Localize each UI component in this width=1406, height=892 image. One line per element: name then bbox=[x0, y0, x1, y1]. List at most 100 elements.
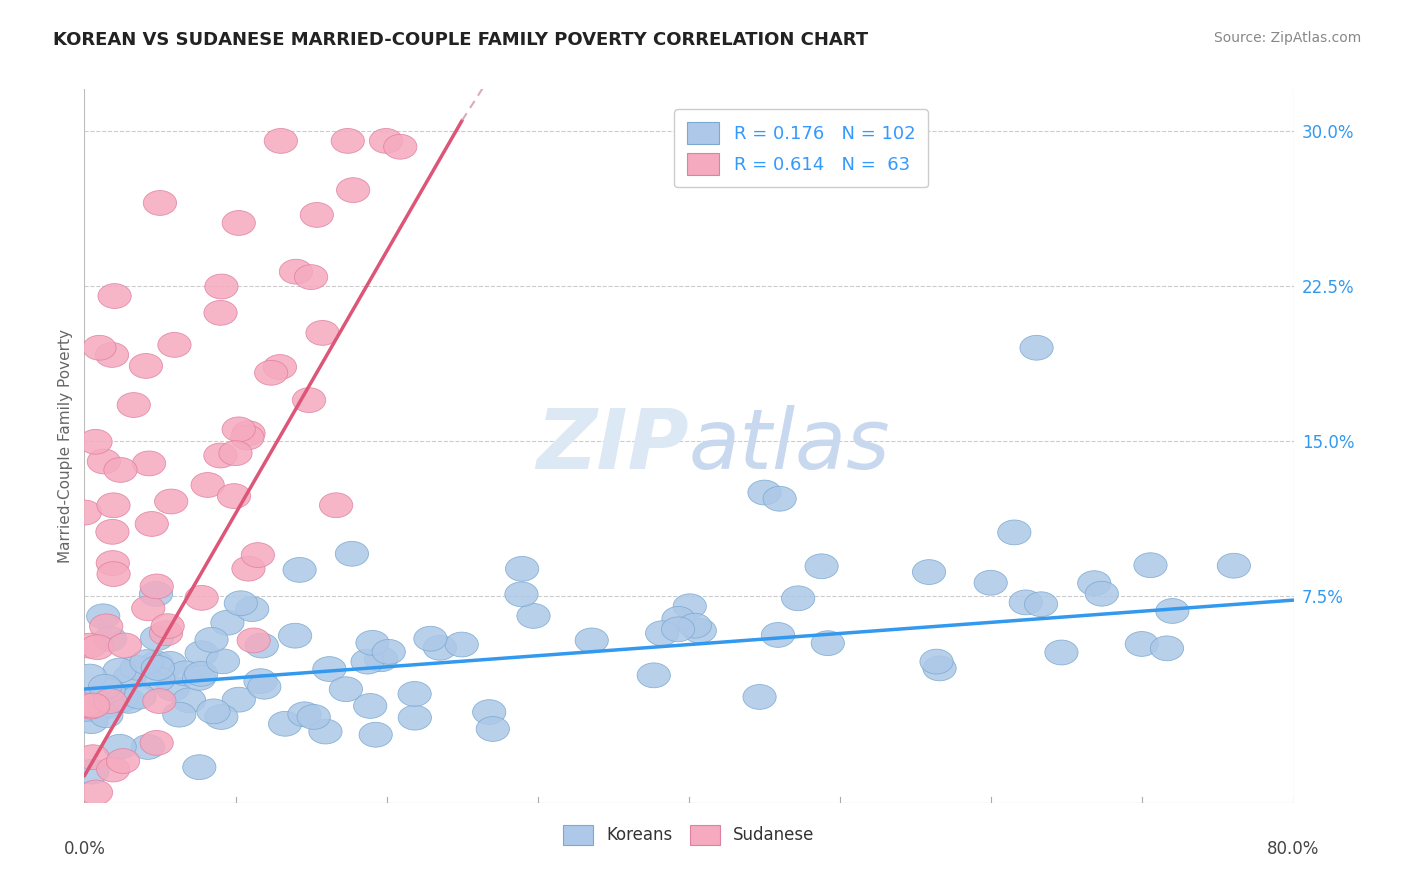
Ellipse shape bbox=[103, 658, 136, 683]
Ellipse shape bbox=[236, 597, 269, 622]
Ellipse shape bbox=[90, 703, 122, 728]
Ellipse shape bbox=[112, 689, 145, 714]
Ellipse shape bbox=[75, 709, 108, 733]
Ellipse shape bbox=[356, 631, 389, 656]
Ellipse shape bbox=[195, 627, 228, 652]
Ellipse shape bbox=[332, 128, 364, 153]
Ellipse shape bbox=[309, 719, 342, 744]
Ellipse shape bbox=[288, 702, 321, 727]
Ellipse shape bbox=[96, 550, 129, 575]
Ellipse shape bbox=[413, 626, 447, 651]
Ellipse shape bbox=[1045, 640, 1078, 665]
Ellipse shape bbox=[1085, 582, 1118, 607]
Text: 0.0%: 0.0% bbox=[63, 840, 105, 858]
Ellipse shape bbox=[141, 574, 173, 599]
Ellipse shape bbox=[232, 421, 266, 446]
Ellipse shape bbox=[141, 656, 174, 681]
Ellipse shape bbox=[135, 511, 169, 536]
Ellipse shape bbox=[297, 705, 330, 730]
Ellipse shape bbox=[1025, 591, 1057, 616]
Ellipse shape bbox=[1150, 636, 1184, 661]
Ellipse shape bbox=[69, 500, 101, 525]
Ellipse shape bbox=[104, 688, 138, 713]
Ellipse shape bbox=[1133, 553, 1167, 578]
Ellipse shape bbox=[373, 640, 405, 665]
Ellipse shape bbox=[69, 693, 101, 718]
Ellipse shape bbox=[132, 451, 166, 475]
Ellipse shape bbox=[80, 635, 114, 659]
Ellipse shape bbox=[398, 706, 432, 730]
Ellipse shape bbox=[104, 458, 138, 483]
Y-axis label: Married-Couple Family Poverty: Married-Couple Family Poverty bbox=[58, 329, 73, 563]
Ellipse shape bbox=[662, 607, 695, 632]
Ellipse shape bbox=[83, 335, 117, 360]
Ellipse shape bbox=[219, 441, 252, 466]
Ellipse shape bbox=[1010, 590, 1042, 615]
Ellipse shape bbox=[79, 429, 112, 454]
Ellipse shape bbox=[575, 628, 609, 653]
Ellipse shape bbox=[222, 211, 256, 235]
Ellipse shape bbox=[73, 665, 107, 689]
Ellipse shape bbox=[1125, 632, 1159, 657]
Ellipse shape bbox=[254, 360, 288, 385]
Ellipse shape bbox=[352, 649, 384, 674]
Ellipse shape bbox=[763, 486, 796, 511]
Ellipse shape bbox=[197, 699, 231, 723]
Ellipse shape bbox=[97, 493, 131, 517]
Ellipse shape bbox=[141, 731, 173, 756]
Ellipse shape bbox=[748, 480, 782, 505]
Ellipse shape bbox=[103, 734, 136, 759]
Ellipse shape bbox=[79, 780, 112, 805]
Ellipse shape bbox=[370, 128, 402, 153]
Ellipse shape bbox=[998, 520, 1031, 545]
Ellipse shape bbox=[76, 759, 108, 784]
Ellipse shape bbox=[1077, 571, 1111, 596]
Text: 80.0%: 80.0% bbox=[1267, 840, 1320, 858]
Ellipse shape bbox=[238, 628, 270, 653]
Ellipse shape bbox=[112, 665, 146, 690]
Ellipse shape bbox=[335, 541, 368, 566]
Ellipse shape bbox=[143, 689, 176, 714]
Ellipse shape bbox=[173, 688, 205, 713]
Ellipse shape bbox=[129, 649, 163, 674]
Ellipse shape bbox=[107, 748, 139, 773]
Ellipse shape bbox=[157, 333, 191, 358]
Ellipse shape bbox=[98, 284, 131, 309]
Ellipse shape bbox=[184, 662, 218, 686]
Ellipse shape bbox=[89, 674, 121, 699]
Ellipse shape bbox=[205, 705, 238, 730]
Ellipse shape bbox=[70, 697, 104, 722]
Ellipse shape bbox=[218, 483, 250, 508]
Ellipse shape bbox=[183, 755, 217, 780]
Ellipse shape bbox=[683, 618, 717, 643]
Ellipse shape bbox=[263, 355, 297, 379]
Ellipse shape bbox=[117, 392, 150, 417]
Ellipse shape bbox=[423, 635, 457, 660]
Ellipse shape bbox=[446, 632, 478, 657]
Ellipse shape bbox=[761, 623, 794, 648]
Ellipse shape bbox=[278, 624, 312, 648]
Ellipse shape bbox=[280, 260, 312, 284]
Text: ZIP: ZIP bbox=[536, 406, 689, 486]
Text: atlas: atlas bbox=[689, 406, 890, 486]
Ellipse shape bbox=[283, 558, 316, 582]
Ellipse shape bbox=[155, 489, 188, 514]
Ellipse shape bbox=[1019, 335, 1053, 360]
Ellipse shape bbox=[96, 343, 128, 368]
Ellipse shape bbox=[90, 614, 122, 639]
Ellipse shape bbox=[242, 542, 274, 567]
Ellipse shape bbox=[222, 417, 256, 442]
Ellipse shape bbox=[673, 594, 706, 619]
Ellipse shape bbox=[243, 669, 277, 693]
Ellipse shape bbox=[163, 702, 195, 727]
Ellipse shape bbox=[204, 443, 238, 468]
Ellipse shape bbox=[811, 631, 845, 656]
Ellipse shape bbox=[517, 604, 550, 628]
Ellipse shape bbox=[742, 684, 776, 709]
Ellipse shape bbox=[108, 633, 142, 658]
Ellipse shape bbox=[186, 640, 218, 665]
Ellipse shape bbox=[231, 425, 264, 450]
Ellipse shape bbox=[76, 745, 110, 770]
Ellipse shape bbox=[205, 274, 238, 299]
Ellipse shape bbox=[232, 557, 266, 581]
